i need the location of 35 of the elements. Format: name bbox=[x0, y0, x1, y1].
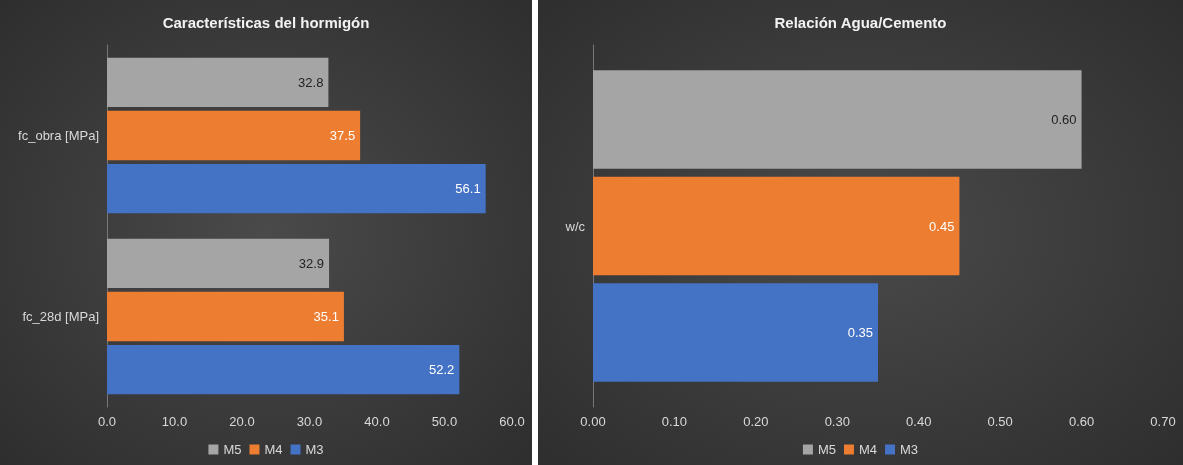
x-tick-label: 30.0 bbox=[296, 414, 323, 429]
data-label: 32.8 bbox=[298, 74, 324, 90]
x-tick-label: 0.60 bbox=[1068, 414, 1095, 429]
x-tick-label: 0.30 bbox=[824, 414, 850, 429]
x-tick-label: 60.0 bbox=[499, 414, 525, 429]
data-label: 0.35 bbox=[847, 324, 873, 340]
legend-label: M5 bbox=[817, 442, 836, 457]
x-tick-label: 0.70 bbox=[1150, 414, 1176, 429]
y-tick-label: fc_obra [MPa] bbox=[18, 128, 99, 143]
x-tick-label: 0.50 bbox=[987, 414, 1013, 429]
x-tick-label: 0.40 bbox=[906, 414, 932, 429]
x-tick-label: 0.00 bbox=[580, 414, 606, 429]
data-label: 37.5 bbox=[329, 128, 356, 143]
x-tick-label: 50.0 bbox=[431, 414, 458, 429]
data-label: 0.45 bbox=[929, 218, 955, 234]
x-tick-label: 40.0 bbox=[364, 414, 390, 429]
legend-label: M4 bbox=[858, 442, 878, 457]
y-tick-label: fc_28d [MPa] bbox=[22, 309, 99, 324]
x-tick-label: 20.0 bbox=[229, 414, 255, 429]
y-tick-label: w/c bbox=[564, 218, 586, 234]
x-tick-label: 0.0 bbox=[97, 414, 117, 429]
legend-label: M3 bbox=[305, 442, 324, 457]
x-tick-label: 0.20 bbox=[743, 414, 769, 429]
data-label: 52.2 bbox=[429, 362, 455, 378]
data-label: 35.1 bbox=[313, 309, 339, 324]
legend-label: M4 bbox=[264, 442, 283, 457]
x-tick-label: 0.10 bbox=[661, 414, 688, 429]
chart-title: Características del hormigón bbox=[162, 14, 370, 31]
data-label: 0.60 bbox=[1051, 112, 1077, 128]
data-label: 56.1 bbox=[455, 181, 481, 197]
chart-title: Relación Agua/Cemento bbox=[774, 14, 947, 31]
data-label: 32.9 bbox=[298, 255, 325, 271]
x-tick-label: 10.0 bbox=[161, 414, 188, 429]
legend-label: M5 bbox=[223, 442, 242, 457]
legend-label: M3 bbox=[900, 442, 919, 457]
